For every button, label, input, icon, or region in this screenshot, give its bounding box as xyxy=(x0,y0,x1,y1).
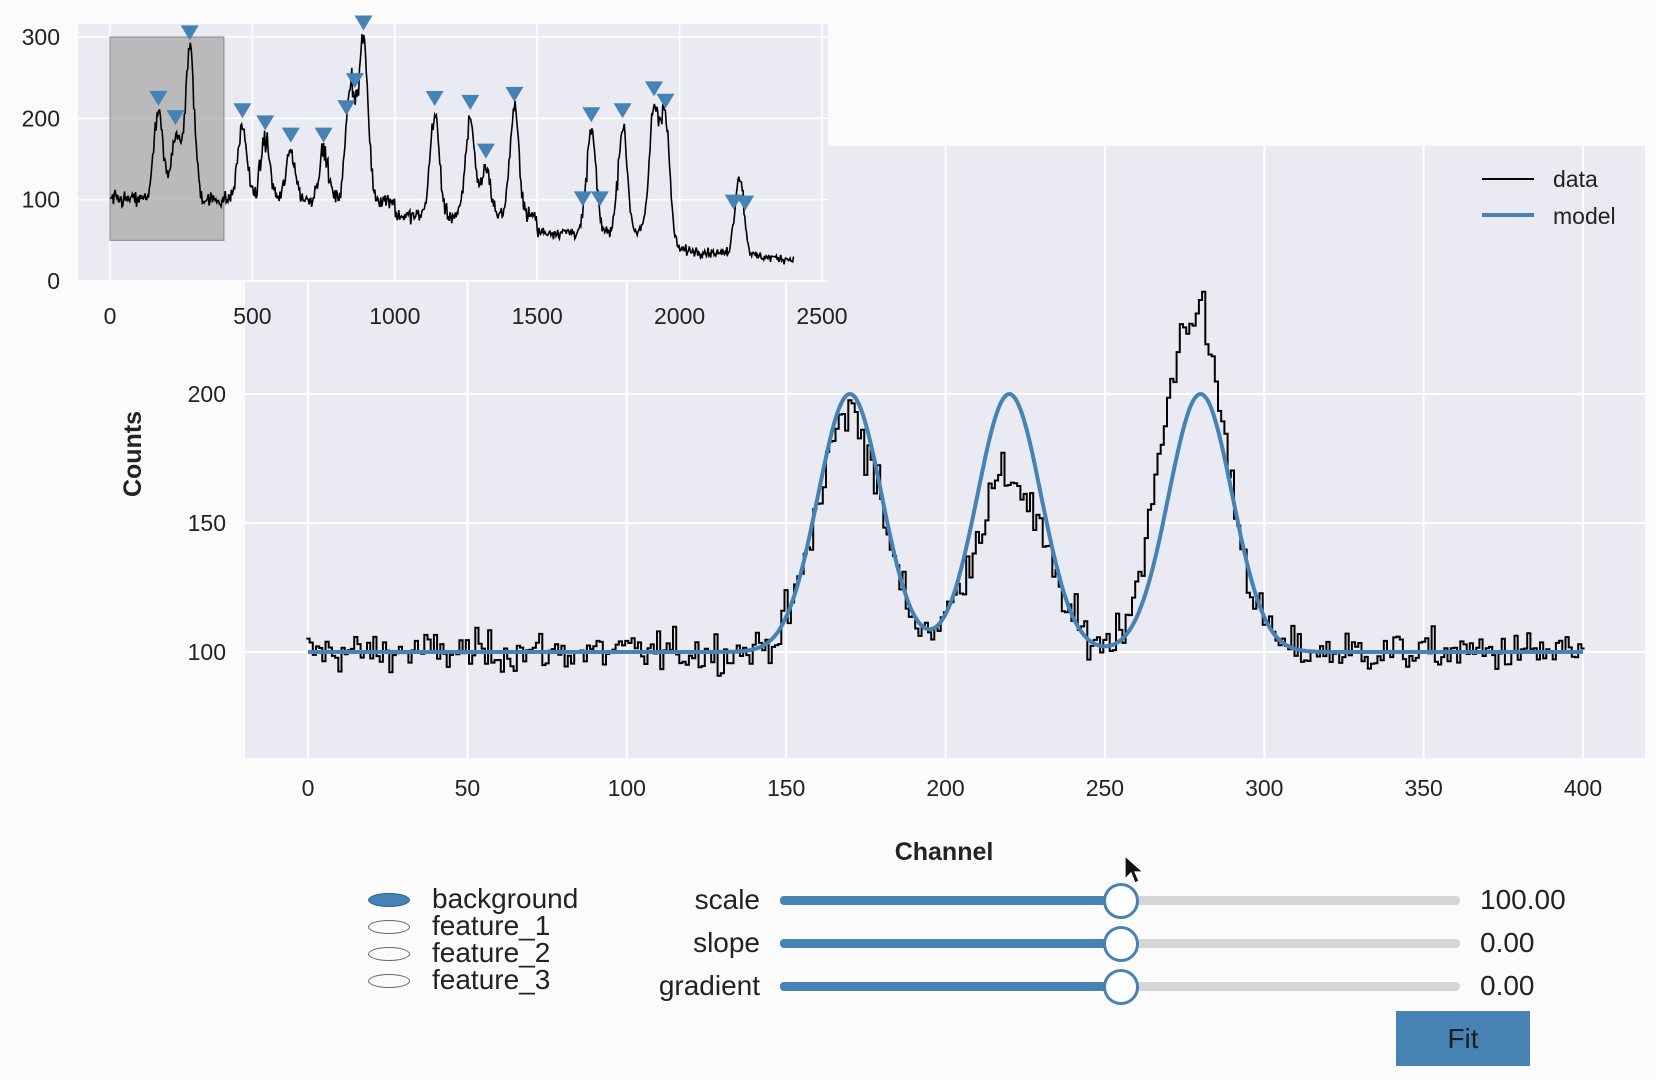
x-tick-label: 200 xyxy=(926,775,964,801)
radio-button[interactable] xyxy=(368,974,410,988)
ov-x-tick-label: 0 xyxy=(104,303,117,329)
peak-marker-icon xyxy=(314,127,333,143)
y-axis-label: Counts xyxy=(119,411,147,497)
overview-data-line xyxy=(109,34,795,265)
overview-y-ticks: 0 100 200 300 xyxy=(22,24,60,294)
radio-label: feature_2 xyxy=(432,937,551,968)
peak-marker-icon xyxy=(573,191,592,207)
selection-span[interactable] xyxy=(109,36,225,241)
component-radio-group: background feature_1 feature_2 feature_3 xyxy=(368,884,608,996)
peak-marker-icon xyxy=(345,73,364,89)
slider-handle[interactable] xyxy=(1103,926,1139,962)
peak-marker-icon xyxy=(590,191,609,207)
x-tick-label: 0 xyxy=(302,775,315,801)
slider-slope: slope 0.00 xyxy=(600,923,1580,963)
slider-handle[interactable] xyxy=(1103,969,1139,1005)
overview-x-ticks: 0 500 1000 1500 2000 2500 xyxy=(104,303,848,329)
radio-button[interactable] xyxy=(368,947,410,961)
fit-button[interactable]: Fit xyxy=(1396,1011,1530,1066)
slider-value: 100.00 xyxy=(1480,884,1566,915)
peak-markers xyxy=(149,15,755,211)
peak-marker-icon xyxy=(337,100,356,116)
peak-marker-icon xyxy=(461,94,480,110)
peak-marker-icon xyxy=(256,115,275,131)
radio-button[interactable] xyxy=(368,920,410,934)
slider-track[interactable] xyxy=(780,883,1460,919)
ov-x-tick-label: 1500 xyxy=(512,303,563,329)
x-tick-label: 350 xyxy=(1404,775,1442,801)
ov-x-tick-label: 2000 xyxy=(654,303,705,329)
peak-marker-icon xyxy=(281,127,300,143)
slider-fill xyxy=(780,896,1120,905)
slider-scale: scale 100.00 xyxy=(600,880,1580,920)
radio-option-feature-1[interactable]: feature_1 xyxy=(368,911,608,942)
x-axis-label: Channel xyxy=(895,838,994,866)
x-tick-label: 300 xyxy=(1245,775,1283,801)
radio-option-feature-2[interactable]: feature_2 xyxy=(368,938,608,969)
slider-fill xyxy=(780,939,1120,948)
legend: data model xyxy=(1482,166,1616,229)
slider-label: slope xyxy=(693,927,760,958)
overview-series xyxy=(109,34,795,265)
ov-y-tick-label: 100 xyxy=(22,187,60,213)
radio-label: feature_1 xyxy=(432,910,551,941)
peak-marker-icon xyxy=(180,25,199,41)
legend-label-model: model xyxy=(1553,203,1616,229)
x-tick-label: 400 xyxy=(1564,775,1602,801)
slider-gradient: gradient 0.00 xyxy=(600,966,1580,1006)
peak-marker-icon xyxy=(476,143,495,159)
slider-track[interactable] xyxy=(780,926,1460,962)
peak-marker-icon xyxy=(505,86,524,102)
data-step-line xyxy=(306,290,1585,677)
ov-y-tick-label: 0 xyxy=(47,268,60,294)
radio-option-feature-3[interactable]: feature_3 xyxy=(368,965,608,996)
peak-marker-icon xyxy=(656,93,675,109)
slider-value: 0.00 xyxy=(1480,970,1535,1001)
slider-fill xyxy=(780,982,1120,991)
slider-track[interactable] xyxy=(780,969,1460,1005)
ov-y-tick-label: 200 xyxy=(22,105,60,131)
y-tick-label: 200 xyxy=(188,381,226,407)
ov-x-tick-label: 1000 xyxy=(369,303,420,329)
model-series xyxy=(308,391,1583,654)
peak-marker-icon xyxy=(166,110,185,126)
radio-option-background[interactable]: background xyxy=(368,884,608,915)
model-line xyxy=(308,391,1583,654)
radio-button[interactable] xyxy=(368,893,410,907)
x-tick-label: 250 xyxy=(1086,775,1124,801)
ov-x-tick-label: 500 xyxy=(233,303,271,329)
overview-plot[interactable]: 0 500 1000 1500 2000 2500 0 100 200 300 xyxy=(22,15,848,330)
data-series xyxy=(306,290,1585,677)
slider-handle[interactable] xyxy=(1103,883,1139,919)
slider-value: 0.00 xyxy=(1480,927,1535,958)
peak-marker-icon xyxy=(582,107,601,123)
radio-label: background xyxy=(432,883,579,914)
x-tick-label: 150 xyxy=(767,775,805,801)
peak-marker-icon xyxy=(645,81,663,97)
x-tick-label: 50 xyxy=(455,775,481,801)
radio-label: feature_3 xyxy=(432,964,551,995)
peak-marker-icon xyxy=(425,91,444,106)
main-y-ticks: 100 150 200 xyxy=(188,381,226,665)
ov-y-tick-label: 300 xyxy=(22,24,60,50)
peak-marker-icon xyxy=(736,195,755,211)
slider-label: gradient xyxy=(658,970,760,1001)
ov-x-tick-label: 2500 xyxy=(796,303,847,329)
y-tick-label: 150 xyxy=(188,510,226,536)
peak-marker-icon xyxy=(233,103,252,119)
slider-label: scale xyxy=(694,884,760,915)
main-x-ticks: 0 50 100 150 200 250 300 350 400 xyxy=(302,775,1603,801)
mouse-cursor-icon xyxy=(1124,855,1145,884)
peak-marker-icon xyxy=(354,15,373,31)
peak-marker-icon xyxy=(613,103,632,119)
peak-marker-icon xyxy=(149,90,168,106)
x-tick-label: 100 xyxy=(608,775,646,801)
y-tick-label: 100 xyxy=(188,639,226,665)
legend-label-data: data xyxy=(1553,166,1598,192)
